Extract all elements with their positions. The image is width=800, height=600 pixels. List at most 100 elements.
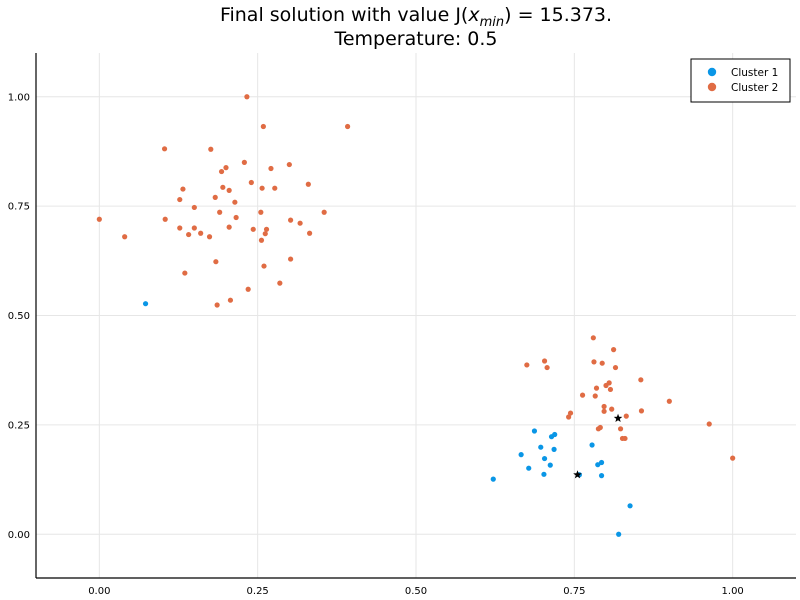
data-point-cluster-2 [579, 392, 586, 398]
data-point-cluster-2 [307, 230, 313, 236]
data-point-cluster-2 [345, 123, 351, 130]
legend-marker-cluster-1 [707, 67, 717, 77]
data-point-cluster-2 [590, 335, 596, 341]
data-point-cluster-2 [206, 234, 213, 240]
centroid-star-icon [613, 413, 623, 422]
data-point-cluster-1 [595, 462, 601, 468]
data-point-cluster-2 [260, 123, 266, 130]
y-tick-label: 0.00 [8, 530, 30, 541]
data-point-cluster-2 [227, 297, 234, 303]
data-point-cluster-2 [213, 259, 219, 265]
x-tick-label: 0.50 [405, 586, 427, 597]
data-point-cluster-2 [220, 184, 226, 190]
data-point-cluster-2 [623, 413, 629, 419]
legend-label-cluster-2: Cluster 2 [731, 82, 778, 94]
data-point-cluster-2 [162, 216, 168, 222]
data-point-cluster-1 [627, 503, 633, 509]
data-point-cluster-2 [524, 362, 530, 368]
chart-title: Final solution with value J(xmin) = 15.3… [220, 4, 612, 30]
data-point-cluster-2 [612, 364, 619, 371]
legend-label-cluster-1: Cluster 1 [731, 67, 778, 79]
data-point-cluster-2 [666, 398, 672, 404]
data-points [96, 94, 736, 537]
data-point-cluster-1 [598, 459, 605, 466]
data-point-cluster-1 [142, 301, 149, 307]
data-point-cluster-2 [638, 377, 644, 383]
data-point-cluster-2 [218, 168, 225, 175]
data-point-cluster-2 [217, 209, 223, 215]
data-point-cluster-2 [161, 146, 168, 152]
x-tick-label: 0.00 [88, 586, 110, 597]
data-point-cluster-2 [186, 231, 192, 238]
data-point-cluster-2 [599, 360, 605, 366]
data-point-cluster-2 [232, 199, 238, 205]
tick-labels: 0.00 0.25 0.50 0.75 1.00 0.00 0.25 0.50 0.75 1.00 [8, 92, 744, 597]
data-point-cluster-2 [212, 194, 218, 200]
data-point-cluster-2 [261, 263, 267, 269]
data-point-cluster-2 [541, 358, 548, 364]
data-point-cluster-2 [706, 421, 712, 427]
data-point-cluster-2 [262, 231, 268, 237]
y-tick-label: 0.50 [8, 311, 30, 322]
data-point-cluster-2 [223, 165, 229, 171]
data-point-cluster-2 [730, 455, 736, 461]
data-point-cluster-2 [191, 225, 197, 231]
data-point-cluster-2 [638, 408, 645, 414]
data-point-cluster-2 [617, 426, 624, 432]
data-point-cluster-2 [321, 209, 327, 215]
data-point-cluster-2 [233, 214, 239, 221]
data-point-cluster-1 [598, 473, 605, 479]
data-point-cluster-2 [288, 217, 294, 223]
data-point-cluster-1 [538, 444, 544, 450]
data-point-cluster-2 [297, 220, 303, 226]
data-point-cluster-1 [552, 431, 558, 438]
data-point-cluster-2 [258, 237, 265, 243]
grid [36, 53, 796, 578]
data-point-cluster-2 [288, 256, 294, 262]
data-point-cluster-2 [226, 187, 232, 193]
centroid-markers [573, 413, 623, 479]
data-point-cluster-2 [198, 230, 204, 236]
data-point-cluster-2 [245, 286, 251, 292]
data-point-cluster-2 [591, 359, 597, 365]
data-point-cluster-2 [177, 196, 183, 203]
data-point-cluster-1 [526, 465, 532, 471]
legend: Cluster 1 Cluster 2 [690, 58, 791, 103]
x-tick-label: 1.00 [722, 586, 744, 597]
data-point-cluster-1 [518, 452, 524, 458]
chart-title-suffix: ) = 15.373. [504, 4, 612, 26]
data-point-cluster-2 [226, 224, 232, 230]
data-point-cluster-2 [277, 280, 283, 286]
data-point-cluster-2 [258, 209, 264, 215]
data-point-cluster-2 [180, 186, 186, 192]
data-point-cluster-2 [601, 403, 607, 410]
data-point-cluster-2 [566, 414, 572, 420]
chart-subtitle: Temperature: 0.5 [333, 28, 497, 50]
data-point-cluster-2 [305, 181, 311, 187]
data-point-cluster-2 [182, 270, 188, 276]
data-point-cluster-1 [541, 455, 548, 462]
data-point-cluster-2 [286, 161, 292, 168]
axes [35, 53, 796, 579]
data-point-cluster-2 [622, 435, 628, 442]
data-point-cluster-2 [214, 302, 220, 308]
data-point-cluster-1 [547, 462, 553, 468]
data-point-cluster-1 [531, 428, 538, 434]
data-point-cluster-2 [259, 185, 265, 191]
data-point-cluster-2 [567, 410, 574, 416]
data-point-cluster-1 [551, 446, 557, 452]
data-point-cluster-2 [592, 393, 598, 399]
legend-box [690, 58, 791, 103]
data-point-cluster-2 [96, 216, 102, 222]
data-point-cluster-1 [589, 442, 595, 448]
y-tick-label: 0.25 [8, 420, 30, 431]
data-point-cluster-2 [191, 204, 197, 211]
x-tick-label: 0.75 [563, 586, 585, 597]
data-point-cluster-2 [248, 179, 254, 186]
legend-marker-cluster-2 [707, 82, 717, 92]
y-tick-label: 0.75 [8, 202, 30, 213]
data-point-cluster-2 [263, 226, 270, 232]
data-point-cluster-2 [606, 380, 612, 386]
